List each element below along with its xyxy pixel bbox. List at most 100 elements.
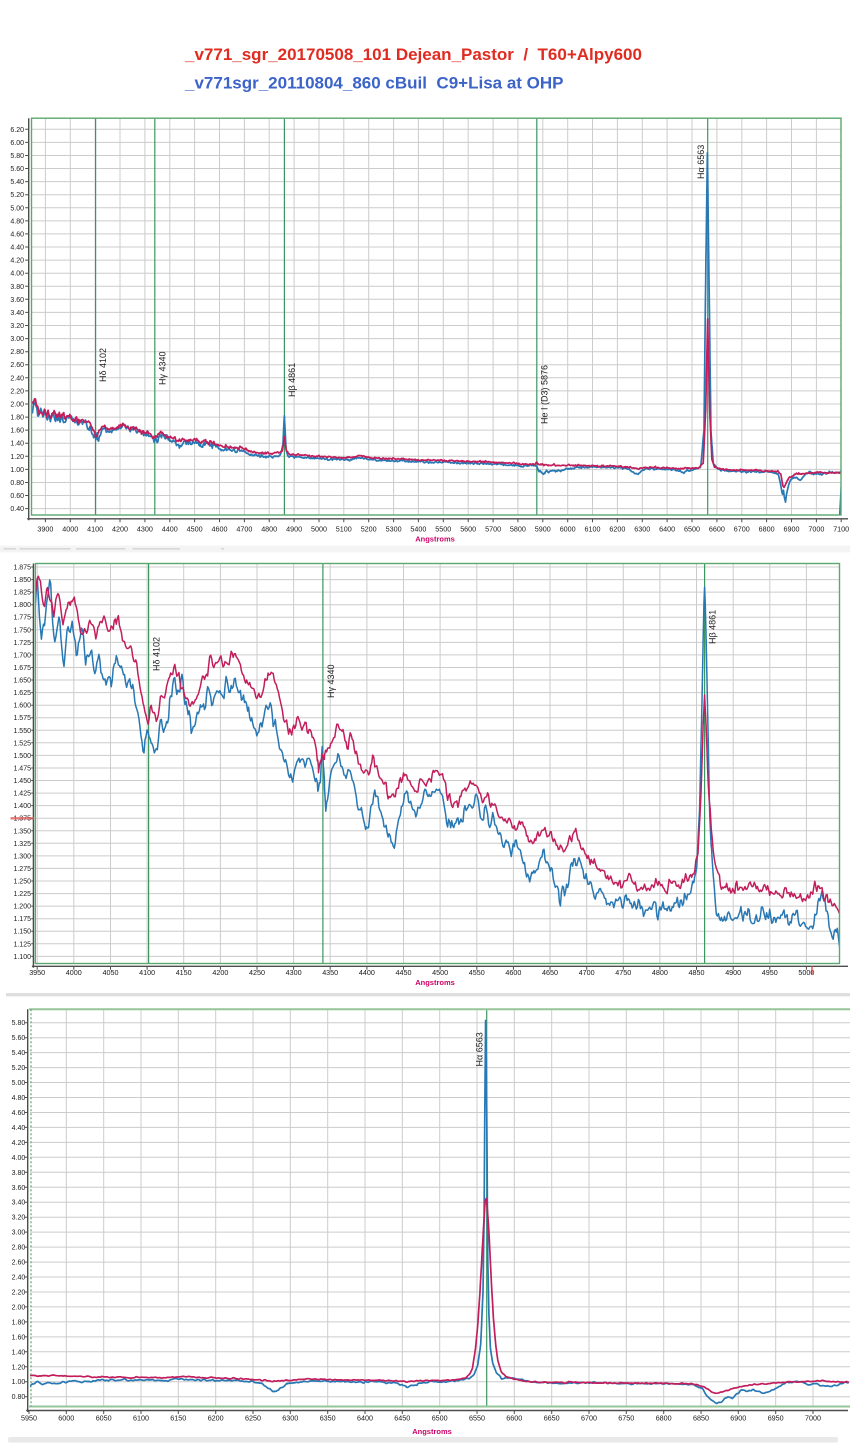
svg-text:1.100: 1.100: [13, 954, 31, 961]
svg-text:1.350: 1.350: [13, 828, 31, 835]
svg-text:3.40: 3.40: [10, 310, 24, 317]
svg-text:3.80: 3.80: [12, 1170, 26, 1177]
svg-text:4400: 4400: [359, 968, 375, 977]
svg-text:4200: 4200: [212, 968, 228, 977]
svg-text:1.425: 1.425: [13, 791, 31, 798]
svg-text:1.00: 1.00: [12, 1379, 26, 1386]
svg-text:1.600: 1.600: [13, 703, 31, 710]
svg-text:2.80: 2.80: [12, 1245, 26, 1252]
svg-text:6350: 6350: [320, 1414, 336, 1423]
svg-text:5200: 5200: [361, 524, 377, 533]
svg-text:1.60: 1.60: [10, 428, 24, 435]
svg-text:4100: 4100: [87, 524, 103, 533]
svg-text:6600: 6600: [506, 1414, 522, 1423]
svg-text:Hα 6563: Hα 6563: [475, 1032, 485, 1066]
svg-text:3.20: 3.20: [12, 1215, 26, 1222]
svg-text:Hβ 4861: Hβ 4861: [708, 610, 718, 644]
svg-text:4750: 4750: [615, 968, 631, 977]
svg-text:6900: 6900: [784, 524, 800, 533]
svg-text:4700: 4700: [579, 968, 595, 977]
svg-text:1.400: 1.400: [13, 803, 31, 810]
svg-text:2.60: 2.60: [12, 1260, 26, 1267]
svg-text:4150: 4150: [176, 968, 192, 977]
svg-text:1.725: 1.725: [13, 640, 31, 647]
svg-text:5.20: 5.20: [12, 1065, 26, 1072]
svg-text:5.60: 5.60: [10, 166, 24, 173]
svg-text:6800: 6800: [759, 524, 775, 533]
svg-text:1.475: 1.475: [13, 766, 31, 773]
svg-text:6300: 6300: [282, 1414, 298, 1423]
svg-text:6000: 6000: [58, 1414, 74, 1423]
svg-text:4600: 4600: [505, 968, 521, 977]
svg-text:6650: 6650: [544, 1414, 560, 1423]
svg-text:1.850: 1.850: [13, 577, 31, 584]
svg-text:1.225: 1.225: [13, 891, 31, 898]
svg-text:5.40: 5.40: [12, 1050, 26, 1057]
svg-text:2.40: 2.40: [10, 375, 24, 382]
svg-text:4.20: 4.20: [12, 1140, 26, 1147]
svg-text:4.20: 4.20: [10, 258, 24, 265]
svg-text:4.00: 4.00: [10, 271, 24, 278]
svg-text:4400: 4400: [162, 524, 178, 533]
svg-text:Angstroms: Angstroms: [412, 1427, 452, 1436]
svg-text:He I (D3) 5876: He I (D3) 5876: [539, 365, 549, 424]
svg-text:6900: 6900: [730, 1414, 746, 1423]
svg-text:1.300: 1.300: [13, 853, 31, 860]
svg-text:6000: 6000: [560, 524, 576, 533]
svg-text:4000: 4000: [62, 524, 78, 533]
svg-text:0.60: 0.60: [10, 493, 24, 500]
svg-text:5900: 5900: [535, 524, 551, 533]
svg-text:5800: 5800: [510, 524, 526, 533]
svg-text:Hα 6563: Hα 6563: [696, 145, 706, 179]
svg-text:6450: 6450: [394, 1414, 410, 1423]
svg-text:4.40: 4.40: [10, 245, 24, 252]
svg-text:2.60: 2.60: [10, 362, 24, 369]
svg-text:4050: 4050: [103, 968, 119, 977]
svg-text:5950: 5950: [21, 1414, 37, 1423]
svg-text:3950: 3950: [29, 968, 45, 977]
svg-text:6200: 6200: [609, 524, 625, 533]
svg-text:6800: 6800: [656, 1414, 672, 1423]
svg-text:5.40: 5.40: [10, 179, 24, 186]
svg-text:6950: 6950: [768, 1414, 784, 1423]
svg-text:1.825: 1.825: [13, 590, 31, 597]
svg-text:6550: 6550: [469, 1414, 485, 1423]
svg-text:1.575: 1.575: [13, 715, 31, 722]
svg-text:7000: 7000: [808, 524, 824, 533]
svg-text:1.450: 1.450: [13, 778, 31, 785]
svg-text:1.80: 1.80: [10, 415, 24, 422]
svg-text:6850: 6850: [693, 1414, 709, 1423]
svg-text:2.40: 2.40: [12, 1275, 26, 1282]
svg-text:4800: 4800: [261, 524, 277, 533]
svg-text:6400: 6400: [659, 524, 675, 533]
svg-text:4850: 4850: [689, 968, 705, 977]
svg-text:5500: 5500: [435, 524, 451, 533]
svg-text:5.20: 5.20: [10, 192, 24, 199]
svg-text:1.80: 1.80: [12, 1319, 26, 1326]
svg-text:7000: 7000: [805, 1414, 821, 1423]
svg-text:5.00: 5.00: [12, 1080, 26, 1087]
svg-text:1.00: 1.00: [10, 467, 24, 474]
svg-text:0.80: 0.80: [10, 480, 24, 487]
svg-text:5000: 5000: [798, 968, 814, 977]
svg-text:6750: 6750: [618, 1414, 634, 1423]
svg-text:5.00: 5.00: [10, 205, 24, 212]
svg-text:3.00: 3.00: [10, 336, 24, 343]
svg-text:6500: 6500: [432, 1414, 448, 1423]
svg-text:1.700: 1.700: [13, 652, 31, 659]
svg-text:Angstroms: Angstroms: [415, 978, 455, 987]
svg-text:4250: 4250: [249, 968, 265, 977]
svg-text:4950: 4950: [762, 968, 778, 977]
svg-text:6200: 6200: [208, 1414, 224, 1423]
svg-text:6500: 6500: [684, 524, 700, 533]
svg-text:1.40: 1.40: [12, 1349, 26, 1356]
svg-text:2.80: 2.80: [10, 349, 24, 356]
svg-text:4500: 4500: [187, 524, 203, 533]
svg-text:5400: 5400: [410, 524, 426, 533]
svg-text:1.675: 1.675: [13, 665, 31, 672]
svg-text:4800: 4800: [652, 968, 668, 977]
svg-text:Hδ 4102: Hδ 4102: [98, 348, 108, 382]
svg-text:1.60: 1.60: [12, 1334, 26, 1341]
svg-text:5.60: 5.60: [12, 1035, 26, 1042]
svg-text:1.800: 1.800: [13, 602, 31, 609]
